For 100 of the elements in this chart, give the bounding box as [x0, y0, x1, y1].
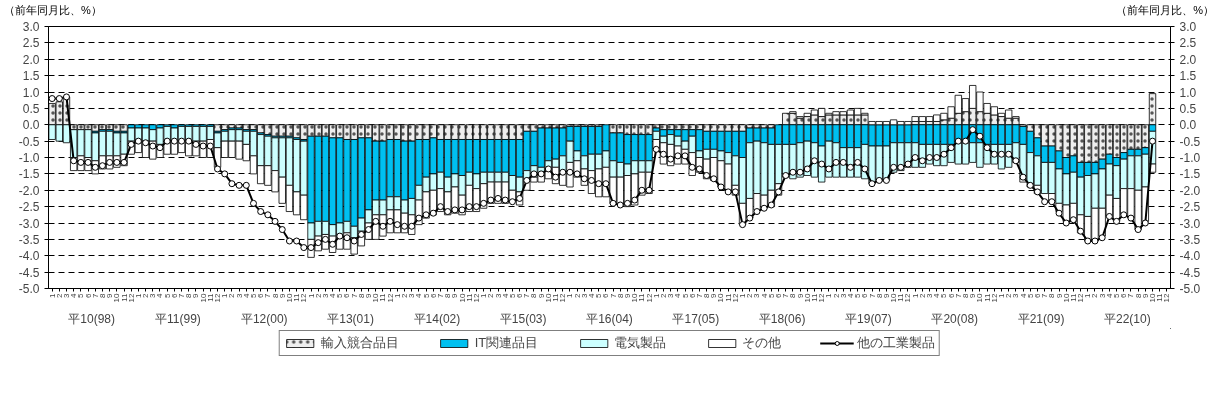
x-tick-label: 12	[644, 292, 654, 303]
x-tick-label: 7	[1126, 292, 1136, 298]
x-tick-label: 8	[788, 292, 798, 298]
x-tick-label: 11	[723, 292, 733, 302]
x-tick-label: 4	[587, 292, 597, 298]
x-tick-label: 9	[968, 292, 978, 298]
x-tick-label: 8	[615, 292, 625, 298]
x-tick-label: 7	[349, 292, 359, 298]
x-tick-label: 6	[169, 292, 179, 298]
x-tick-label: 3	[925, 292, 935, 298]
text: 平11(99)	[155, 311, 201, 326]
x-tick-label: 7	[263, 292, 273, 298]
x-tick-label: 12	[1076, 292, 1086, 303]
y-tick-label: -3.0	[18, 216, 40, 231]
legend-label: 輸入競合品目	[320, 334, 399, 352]
x-tick-label: 1	[479, 292, 489, 298]
x-tick-label: 4	[414, 292, 424, 298]
x-tick-label: 3	[320, 292, 330, 298]
x-tick-label: 11	[809, 292, 819, 302]
y2-tick-label: -3.5	[1179, 232, 1201, 247]
x-tick-label: 5	[594, 292, 604, 298]
y-tick-label: 2.0	[22, 52, 40, 67]
x-tick-label: 1	[306, 292, 316, 298]
x-tick-label: 2	[1090, 292, 1100, 298]
x-tick-label: 9	[191, 292, 201, 298]
y2-tick-label: -2.5	[1179, 200, 1201, 215]
x-tick-label: 7	[177, 292, 187, 298]
legend-label: その他	[742, 334, 782, 352]
x-tick-label: 8	[874, 292, 884, 298]
x-tick-label: 11	[1155, 292, 1165, 302]
x-tick-label: 6	[687, 292, 697, 298]
x-tick-label: 10	[975, 292, 985, 303]
y-tick-label: -1.0	[18, 151, 40, 165]
x-tick-label: 6	[256, 292, 266, 298]
x-tick-label: 5	[162, 292, 172, 298]
x-tick-label: 2	[745, 292, 755, 298]
x-tick-label: 10	[284, 292, 294, 303]
x-tick-label: 6	[1119, 292, 1129, 298]
x-tick-label: 6	[83, 292, 93, 298]
x-tick-label: 11	[292, 292, 302, 302]
x-tick-label: 1	[133, 292, 143, 298]
y-axis-title: （前年同月比、%）	[4, 3, 102, 18]
x-tick-label: 3	[61, 292, 71, 298]
x-tick-label: 1	[738, 292, 748, 298]
x-tick-label: 11	[119, 292, 129, 302]
x-tick-label: 9	[277, 292, 287, 298]
text: 平10(98)	[68, 311, 115, 326]
x-tick-label: 8	[1133, 292, 1143, 298]
x-tick-label: 10	[802, 292, 812, 303]
y2-tick-label: -0.5	[1179, 134, 1201, 149]
x-tick-label: 8	[443, 292, 453, 298]
text: 平12(00)	[240, 311, 288, 326]
x-tick-label: 6	[860, 292, 870, 298]
x-tick-label: 2	[227, 292, 237, 298]
x-tick-label: 4	[69, 292, 79, 298]
x-tick-label: 10	[716, 292, 726, 303]
x-tick-label: 7	[1040, 292, 1050, 298]
x-tick-label: 5	[335, 292, 345, 298]
x-tick-label: 12	[213, 292, 223, 303]
x-tick-label: 4	[500, 292, 510, 298]
x-tick-label: 9	[536, 292, 546, 298]
x-tick-label: 6	[342, 292, 352, 298]
x-tick-label: 12	[817, 292, 827, 303]
y-tick-label: 2.5	[22, 36, 40, 51]
x-tick-label: 9	[622, 292, 632, 298]
y2-tick-label: -1.5	[1179, 167, 1201, 182]
x-tick-label: 11	[464, 292, 474, 302]
x-tick-label: 12	[299, 292, 309, 303]
y2-axis-title: （前年同月比、%）	[1116, 3, 1214, 18]
x-tick-label: 10	[630, 292, 640, 303]
x-tick-label: 12	[126, 292, 136, 303]
y2-tick-label: -5.0	[1179, 282, 1201, 296]
x-tick-label: 4	[932, 292, 942, 298]
y-tick-label: 3.0	[22, 20, 40, 34]
x-tick-label: 9	[1140, 292, 1150, 298]
x-tick-label: 7	[953, 292, 963, 298]
x-tick-label: 2	[400, 292, 410, 298]
x-tick-label: 6	[428, 292, 438, 298]
x-tick-label: 5	[248, 292, 258, 298]
text: 平13(01)	[327, 311, 374, 326]
y2-tick-label: -2.0	[1179, 183, 1201, 198]
x-tick-label: 4	[241, 292, 251, 298]
x-tick-label: 5	[766, 292, 776, 298]
x-tick-label: 10	[889, 292, 899, 303]
x-tick-label: 4	[328, 292, 338, 298]
x-tick-label: 6	[1032, 292, 1042, 298]
x-tick-label: 4	[1104, 292, 1114, 298]
x-tick-label: 3	[838, 292, 848, 298]
x-tick-label: 11	[896, 292, 906, 302]
x-tick-label: 2	[658, 292, 668, 298]
x-tick-label: 4	[845, 292, 855, 298]
x-tick-label: 8	[270, 292, 280, 298]
x-tick-label: 1	[996, 292, 1006, 298]
x-tick-label: 5	[853, 292, 863, 298]
x-tick-label: 5	[939, 292, 949, 298]
y2-tick-label: 2.0	[1179, 52, 1197, 67]
x-tick-label: 9	[450, 292, 460, 298]
x-tick-label: 11	[551, 292, 561, 302]
x-tick-label: 12	[1162, 292, 1172, 303]
y-tick-label: -5.0	[18, 282, 40, 296]
